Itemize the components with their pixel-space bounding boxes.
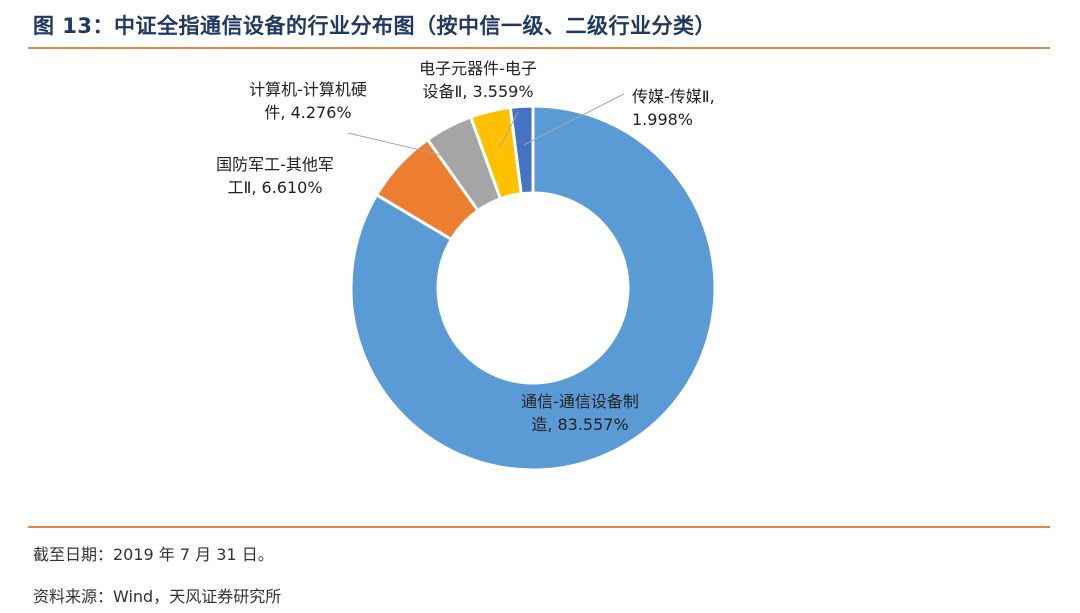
source-footnote: 资料来源：Wind，天风证券研究所 (33, 587, 282, 606)
donut-slices (349, 104, 717, 472)
slice-label: 通信-通信设备制造, 83.557% (521, 392, 639, 434)
leader-line (523, 93, 625, 146)
slice-label-line: 设备Ⅱ, 3.559% (422, 82, 533, 101)
slice-label-line: 传媒-传媒Ⅱ, (632, 87, 715, 106)
slice-label-line: 造, 83.557% (531, 415, 628, 434)
top-divider (28, 47, 1050, 49)
slice-label-line: 工Ⅱ, 6.610% (227, 178, 322, 197)
slice-label-line: 1.998% (632, 110, 693, 129)
donut-slice (349, 104, 717, 472)
slice-label-line: 国防军工-其他军 (216, 155, 334, 174)
figure-title: 图 13：中证全指通信设备的行业分布图（按中信一级、二级行业分类） (33, 14, 717, 38)
slice-label: 电子元器件-电子设备Ⅱ, 3.559% (419, 59, 537, 101)
donut-chart: 传媒-传媒Ⅱ, 1.998% 通信-通信设备制造, 83.557% 国防军工-其他军工… (216, 59, 717, 472)
leader-lines (347, 93, 625, 162)
slice-label-line: 通信-通信设备制 (521, 392, 639, 411)
slice-label-line: 件, 4.276% (264, 103, 351, 122)
slice-label-line: 计算机-计算机硬 (249, 80, 367, 99)
slice-label: 传媒-传媒Ⅱ, 1.998% (632, 87, 715, 129)
slice-label-line: 电子元器件-电子 (419, 59, 537, 78)
slice-label: 国防军工-其他军工Ⅱ, 6.610% (216, 155, 334, 197)
bottom-divider (28, 526, 1050, 528)
slice-label: 计算机-计算机硬件, 4.276% (249, 80, 367, 122)
leader-line (498, 111, 519, 149)
date-footnote: 截至日期：2019 年 7 月 31 日。 (33, 545, 274, 564)
leader-line (347, 132, 467, 162)
slice-labels: 传媒-传媒Ⅱ, 1.998% 通信-通信设备制造, 83.557% 国防军工-其他军工… (216, 59, 715, 434)
